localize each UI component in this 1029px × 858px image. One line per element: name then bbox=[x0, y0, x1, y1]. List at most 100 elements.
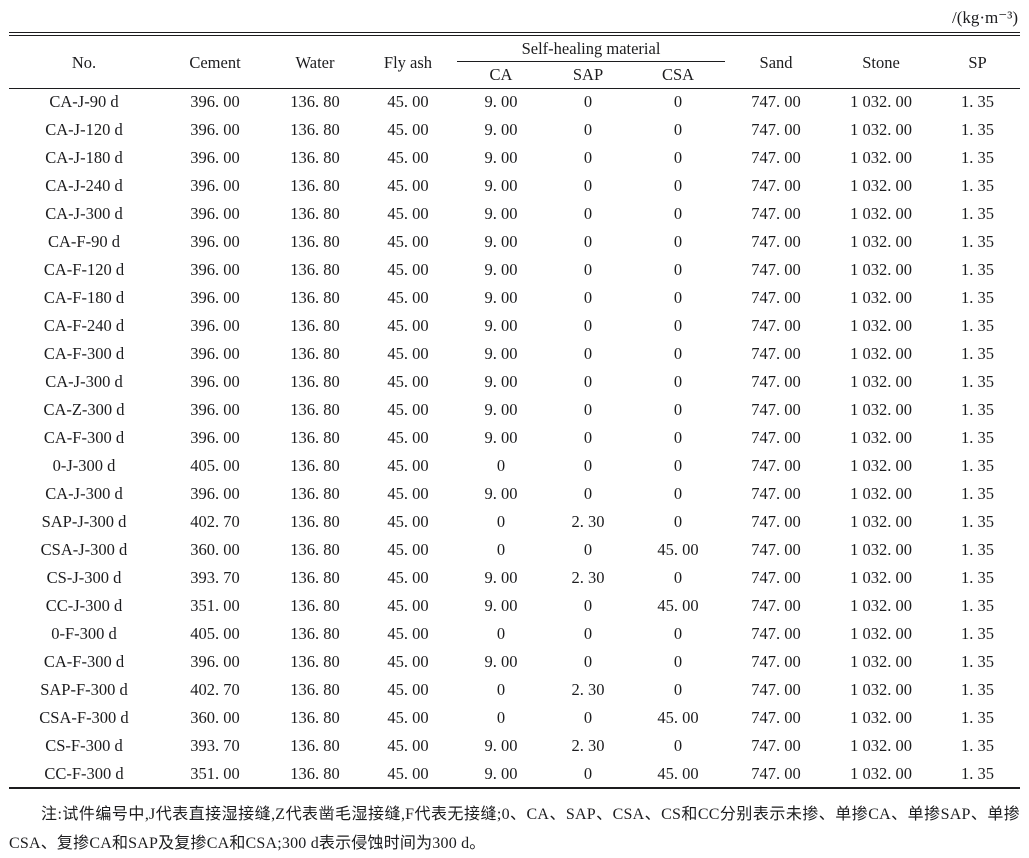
table-cell: 747. 00 bbox=[751, 736, 801, 755]
table-cell: 0 bbox=[673, 316, 683, 335]
table-cell: 393. 70 bbox=[190, 568, 240, 587]
table-cell: 396. 00 bbox=[190, 484, 240, 503]
table-cell: 747. 00 bbox=[751, 624, 801, 643]
table-cell: 1. 35 bbox=[961, 92, 995, 112]
table-cell: 9. 00 bbox=[484, 372, 518, 391]
table-cell: 45. 00 bbox=[657, 763, 699, 783]
table-cell: 1 032. 00 bbox=[850, 624, 912, 643]
col-header-self-healing-material: Self-healing material bbox=[457, 34, 726, 62]
table-cell: 747. 00 bbox=[751, 456, 801, 475]
table-cell: 396. 00 bbox=[190, 204, 240, 223]
table-cell: 9. 00 bbox=[484, 763, 518, 783]
table-row: CA-J-300 d 396. 00 136. 80 45. 00 9. 00 0 0 747… bbox=[9, 368, 1020, 396]
footnote: 注:试件编号中,J代表直接湿接缝,Z代表凿毛湿接缝,F代表无接缝;0、CA、SA… bbox=[9, 806, 1020, 852]
table-cell: 0 bbox=[673, 232, 683, 251]
table-cell: 1 032. 00 bbox=[850, 512, 912, 531]
table-cell: 0 bbox=[496, 540, 506, 559]
table-cell: 747. 00 bbox=[751, 484, 801, 503]
row-label: SAP-F-300 d bbox=[40, 680, 128, 699]
row-label: CA-F-90 d bbox=[48, 232, 120, 251]
row-label: CA-F-300 d bbox=[43, 652, 125, 671]
row-label: CC-F-300 d bbox=[44, 763, 124, 783]
table-cell: 45. 00 bbox=[387, 400, 429, 419]
table-cell: 2. 30 bbox=[571, 568, 605, 587]
table-cell: 747. 00 bbox=[751, 652, 801, 671]
table-cell: 1 032. 00 bbox=[850, 456, 912, 475]
table-cell: 1. 35 bbox=[961, 372, 995, 391]
table-row: CA-J-120 d 396. 00 136. 80 45. 00 9. 00 0 0 747… bbox=[9, 116, 1020, 144]
table-cell: 0 bbox=[583, 92, 593, 112]
table-cell: 747. 00 bbox=[751, 512, 801, 531]
row-label: CA-J-300 d bbox=[45, 372, 123, 391]
table-cell: 1 032. 00 bbox=[850, 596, 912, 615]
table-row: CA-F-300 d 396. 00 136. 80 45. 00 9. 00 0 0 747… bbox=[9, 424, 1020, 452]
table-row: CA-F-300 d 396. 00 136. 80 45. 00 9. 00 0 0 747… bbox=[9, 340, 1020, 368]
table-cell: 45. 00 bbox=[387, 736, 429, 755]
table-cell: 0 bbox=[673, 624, 683, 643]
table-cell: 747. 00 bbox=[751, 428, 801, 447]
table-cell: 136. 80 bbox=[290, 568, 340, 587]
table-cell: 1 032. 00 bbox=[850, 484, 912, 503]
table-cell: 1 032. 00 bbox=[850, 288, 912, 307]
table-cell: 45. 00 bbox=[387, 148, 429, 167]
table-cell: 1. 35 bbox=[961, 232, 995, 251]
table-cell: 0 bbox=[673, 484, 683, 503]
table-cell: 45. 00 bbox=[387, 680, 429, 699]
table-cell: 0 bbox=[583, 763, 593, 783]
table-cell: 136. 80 bbox=[290, 316, 340, 335]
table-cell: 0 bbox=[673, 680, 683, 699]
table-cell: 136. 80 bbox=[290, 456, 340, 475]
table-cell: 747. 00 bbox=[751, 92, 801, 112]
table-cell: 396. 00 bbox=[190, 400, 240, 419]
table-cell: 9. 00 bbox=[484, 120, 518, 139]
table-cell: 360. 00 bbox=[190, 540, 240, 559]
table-cell: 0 bbox=[673, 288, 683, 307]
table-row: CC-F-300 d 351. 00 136. 80 45. 00 9. 00 0 45. … bbox=[9, 760, 1020, 788]
table-cell: 136. 80 bbox=[290, 288, 340, 307]
col-header-csa: CSA bbox=[661, 64, 695, 84]
table-row: CA-F-90 d 396. 00 136. 80 45. 00 9. 00 0 0 747.… bbox=[9, 228, 1020, 256]
table-cell: 9. 00 bbox=[484, 176, 518, 195]
table-cell: 1 032. 00 bbox=[850, 680, 912, 699]
table-cell: 396. 00 bbox=[190, 260, 240, 279]
table-row: CA-F-180 d 396. 00 136. 80 45. 00 9. 00 0 0 747… bbox=[9, 284, 1020, 312]
table-cell: 9. 00 bbox=[484, 92, 518, 112]
table-cell: 0 bbox=[583, 260, 593, 279]
table-cell: 1 032. 00 bbox=[850, 204, 912, 223]
row-label: CA-J-90 d bbox=[49, 92, 119, 112]
table-cell: 136. 80 bbox=[290, 708, 340, 727]
table-row: CSA-F-300 d 360. 00 136. 80 45. 00 0 0 45. 00 7… bbox=[9, 704, 1020, 732]
table-cell: 45. 00 bbox=[387, 624, 429, 643]
table-cell: 396. 00 bbox=[190, 372, 240, 391]
table-cell: 45. 00 bbox=[387, 540, 429, 559]
table-cell: 396. 00 bbox=[190, 316, 240, 335]
table-row: CA-J-180 d 396. 00 136. 80 45. 00 9. 00 0 0 747… bbox=[9, 144, 1020, 172]
table-row: 0-F-300 d 405. 00 136. 80 45. 00 0 0 0 747. 00 1… bbox=[9, 620, 1020, 648]
table-cell: 402. 70 bbox=[190, 680, 240, 699]
row-label: CS-F-300 d bbox=[45, 736, 123, 755]
table-cell: 747. 00 bbox=[751, 372, 801, 391]
table-row: CS-J-300 d 393. 70 136. 80 45. 00 9. 00 2. 30… bbox=[9, 564, 1020, 592]
table-cell: 9. 00 bbox=[484, 288, 518, 307]
table-cell: 0 bbox=[496, 680, 506, 699]
table-cell: 396. 00 bbox=[190, 148, 240, 167]
col-header-sp: SP bbox=[968, 52, 987, 72]
table-cell: 1 032. 00 bbox=[850, 120, 912, 139]
table-cell: 9. 00 bbox=[484, 736, 518, 755]
table-cell: 1 032. 00 bbox=[850, 763, 912, 783]
table-cell: 1. 35 bbox=[961, 512, 995, 531]
row-label: CC-J-300 d bbox=[45, 596, 123, 615]
table-cell: 45. 00 bbox=[387, 708, 429, 727]
table-cell: 0 bbox=[583, 288, 593, 307]
table-cell: 0 bbox=[583, 624, 593, 643]
table-row: CA-F-120 d 396. 00 136. 80 45. 00 9. 00 0 0 747… bbox=[9, 256, 1020, 284]
table-row: CA-Z-300 d 396. 00 136. 80 45. 00 9. 00 0 0 747… bbox=[9, 396, 1020, 424]
row-label: CSA-F-300 d bbox=[39, 708, 129, 727]
table-cell: 2. 30 bbox=[571, 736, 605, 755]
table-cell: 1 032. 00 bbox=[850, 232, 912, 251]
table-cell: 9. 00 bbox=[484, 596, 518, 615]
table-cell: 136. 80 bbox=[290, 680, 340, 699]
table-cell: 1. 35 bbox=[961, 456, 995, 475]
col-header-no: No. bbox=[71, 52, 97, 72]
